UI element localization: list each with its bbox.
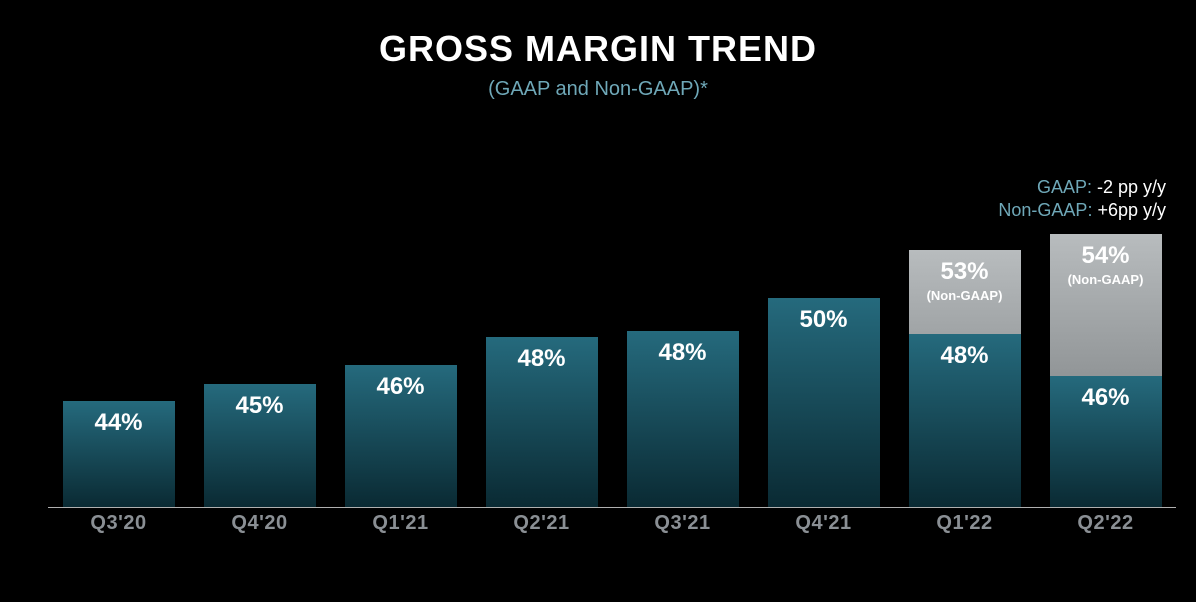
bar-secondary-subnote: (Non-GAAP)	[1050, 272, 1162, 287]
bar-secondary-value: 54%	[1050, 234, 1162, 270]
x-axis-label: Q3'20	[48, 512, 189, 542]
x-axis-label: Q1'21	[330, 512, 471, 542]
x-axis-label: Q1'22	[894, 512, 1035, 542]
bar-primary: 44%	[63, 401, 175, 507]
bar-stack: 50%	[768, 228, 880, 507]
bar-slot: 46%	[330, 228, 471, 507]
bar-stack: 46%	[345, 228, 457, 507]
bar-stack: 53% (Non-GAAP) 48%	[909, 228, 1021, 507]
x-axis: Q3'20Q4'20Q1'21Q2'21Q3'21Q4'21Q1'22Q2'22	[48, 512, 1176, 542]
bar-slot: 53% (Non-GAAP) 48%	[894, 228, 1035, 507]
bar-primary-value: 48%	[909, 334, 1021, 370]
bar-primary: 45%	[204, 384, 316, 507]
bar-slot: 50%	[753, 228, 894, 507]
chart-area: 44% 45% 46% 48% 48% 50% 53% (Non-GAAP) 48% 54% (No…	[48, 228, 1176, 542]
x-axis-label: Q3'21	[612, 512, 753, 542]
bar-primary: 50%	[768, 298, 880, 507]
annotation-line: GAAP: -2 pp y/y	[998, 176, 1166, 199]
bar-stack: 45%	[204, 228, 316, 507]
bar-slot: 45%	[189, 228, 330, 507]
annotation-value: +6pp y/y	[1092, 200, 1166, 220]
x-axis-label: Q4'21	[753, 512, 894, 542]
bar-primary: 48%	[627, 331, 739, 507]
bar-primary-value: 44%	[63, 401, 175, 437]
bar-primary: 48%	[909, 334, 1021, 507]
x-axis-label: Q4'20	[189, 512, 330, 542]
annotation-value: -2 pp y/y	[1092, 177, 1166, 197]
bar-primary-value: 48%	[627, 331, 739, 367]
bar-primary-value: 46%	[1050, 376, 1162, 412]
bar-primary: 48%	[486, 337, 598, 507]
bar-primary: 46%	[1050, 376, 1162, 507]
bar-primary-value: 50%	[768, 298, 880, 334]
bar-slot: 48%	[471, 228, 612, 507]
bar-secondary-subnote: (Non-GAAP)	[909, 288, 1021, 303]
chart-title: GROSS MARGIN TREND	[0, 28, 1196, 70]
annotation-label: GAAP:	[1037, 177, 1092, 197]
bar-primary-value: 46%	[345, 365, 457, 401]
bar-primary: 46%	[345, 365, 457, 507]
chart-subtitle: (GAAP and Non-GAAP)*	[0, 78, 1196, 101]
yoy-annotations: GAAP: -2 pp y/yNon-GAAP: +6pp y/y	[998, 176, 1166, 221]
bar-primary-value: 45%	[204, 384, 316, 420]
bar-stack: 44%	[63, 228, 175, 507]
x-axis-label: Q2'22	[1035, 512, 1176, 542]
bar-stack: 48%	[627, 228, 739, 507]
bar-slot: 54% (Non-GAAP) 46%	[1035, 228, 1176, 507]
bar-primary-value: 48%	[486, 337, 598, 373]
annotation-line: Non-GAAP: +6pp y/y	[998, 199, 1166, 222]
bar-stack: 54% (Non-GAAP) 46%	[1050, 228, 1162, 507]
bar-slot: 48%	[612, 228, 753, 507]
bar-stack: 48%	[486, 228, 598, 507]
bar-slot: 44%	[48, 228, 189, 507]
bar-secondary-value: 53%	[909, 250, 1021, 286]
annotation-label: Non-GAAP:	[998, 200, 1092, 220]
x-axis-label: Q2'21	[471, 512, 612, 542]
plot: 44% 45% 46% 48% 48% 50% 53% (Non-GAAP) 48% 54% (No…	[48, 228, 1176, 508]
